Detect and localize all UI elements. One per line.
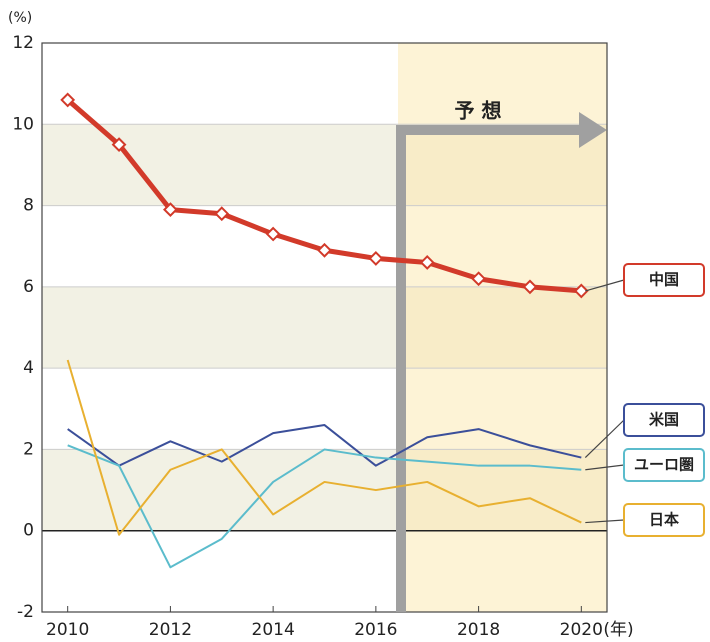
series-line	[67, 444, 582, 569]
y-tick-label: 6	[23, 277, 34, 297]
legend-connector	[585, 464, 625, 471]
legend-connector	[585, 279, 625, 292]
legend-connector	[584, 419, 625, 458]
legend-box	[623, 448, 705, 482]
legend-label: ユーロ圏	[634, 456, 694, 474]
point	[522, 279, 538, 295]
band	[398, 124, 607, 206]
point	[162, 202, 178, 218]
x-tick-label: 2012	[149, 620, 192, 640]
series-line	[67, 424, 582, 467]
y-tick-label: 10	[12, 114, 34, 134]
point	[317, 242, 332, 258]
band	[42, 449, 398, 531]
y-tick-label: -2	[17, 602, 34, 622]
x-tick-label: 2016	[354, 620, 397, 640]
forecast-arrowhead	[579, 112, 607, 148]
point	[111, 137, 127, 153]
y-tick-label: 12	[12, 33, 34, 53]
legend-box	[623, 503, 705, 537]
y-tick-label: 2	[23, 439, 34, 459]
band	[42, 286, 398, 369]
legend-connector	[585, 519, 625, 524]
y-axis-label: (%)	[8, 10, 32, 26]
y-tick-label: 0	[23, 521, 34, 541]
legend-label: 中国	[649, 271, 679, 289]
annotation: 予 想	[455, 99, 502, 123]
legend-label: 米国	[649, 411, 679, 429]
legend-box	[623, 403, 705, 437]
point	[573, 283, 589, 299]
point	[60, 92, 76, 108]
x-tick-label: 2020	[560, 620, 603, 640]
point	[265, 226, 281, 242]
point	[368, 250, 384, 266]
x-tick-label: 2018	[457, 620, 500, 640]
point	[419, 255, 435, 270]
y-tick-label: 8	[23, 196, 34, 216]
legend-label: 日本	[649, 511, 679, 529]
point	[471, 271, 487, 287]
plot-frame	[41, 42, 608, 613]
legend-box	[623, 263, 705, 297]
x-tick-label: 2010	[46, 620, 89, 640]
band	[398, 286, 607, 369]
x-axis-label: (年)	[603, 620, 633, 640]
y-tick-label: 4	[23, 358, 34, 378]
x-tick-label: 2014	[252, 620, 295, 640]
series-line	[66, 359, 582, 536]
point	[214, 206, 230, 222]
band	[42, 124, 398, 206]
